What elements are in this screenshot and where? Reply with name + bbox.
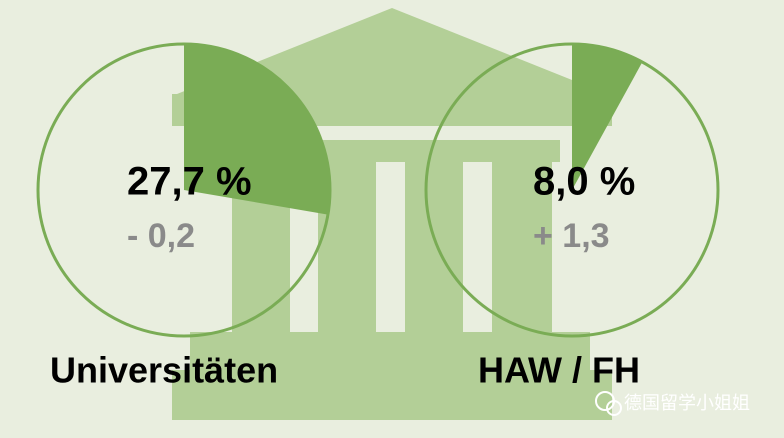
base [172, 370, 612, 420]
column [492, 160, 552, 335]
step [190, 332, 590, 372]
watermark: 德国留学小姐姐 [595, 391, 750, 416]
pie-slice [572, 44, 643, 190]
pie-slice [184, 44, 330, 215]
roof [172, 8, 612, 96]
category-label: Universitäten [50, 350, 278, 391]
change-label: - 0,2 [127, 217, 195, 255]
column [405, 160, 463, 335]
value-label: 27,7 % [127, 160, 252, 204]
building-icon [172, 8, 612, 420]
wechat-icon [606, 400, 622, 416]
change-label: + 1,3 [533, 217, 610, 255]
category-label: HAW / FH [478, 350, 640, 391]
watermark-text: 德国留学小姐姐 [624, 393, 750, 413]
value-label: 8,0 % [533, 160, 635, 204]
charts: 27,7 % - 0,2 Universitäten 8,0 % + 1,3 HAW / … [36, 42, 720, 391]
